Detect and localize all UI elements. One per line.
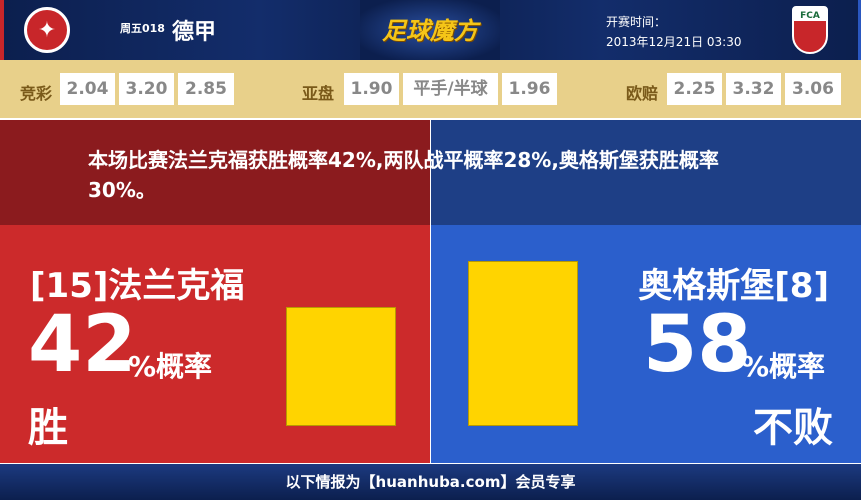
home-probability-bar — [286, 306, 396, 426]
match-round: 周五018 — [120, 22, 165, 35]
away-probability-unit: %概率 — [741, 350, 826, 383]
yapan-odd: 1.90 — [344, 73, 399, 105]
yapan-odd: 1.96 — [502, 73, 557, 105]
yapan-handicap: 平手/半球 — [403, 73, 498, 105]
summary-bg-home — [0, 120, 430, 225]
league-name: 德甲 — [172, 20, 217, 45]
oupei-odd: 3.06 — [785, 73, 841, 105]
kickoff-time: 2013年12月21日 03:30 — [606, 35, 742, 49]
jingcai-odd: 2.04 — [60, 73, 115, 105]
oupei-odd: 3.32 — [726, 73, 781, 105]
member-footer[interactable]: 以下情报为【huanhuba.com】会员专享 — [0, 463, 861, 500]
away-result-label: 不败 — [753, 405, 833, 451]
home-probability-value: 42 — [28, 300, 137, 390]
yapan-label: 亚盘 — [302, 84, 335, 103]
brand-logo: 足球魔方 — [360, 0, 500, 60]
kickoff-label: 开赛时间： — [606, 15, 667, 29]
home-team-name: [15]法兰克福 — [30, 266, 245, 306]
away-panel — [431, 225, 861, 463]
augsburg-logo-text: FCA — [800, 11, 820, 21]
away-probability-bar — [468, 261, 578, 426]
odds-bar: 竞彩 2.04 3.20 2.85 亚盘 1.90 平手/半球 1.96 欧赔 … — [0, 60, 861, 118]
summary-bg-away — [431, 120, 861, 225]
home-probability-unit: %概率 — [128, 350, 213, 383]
eintracht-frankfurt-logo: ✦ — [24, 7, 70, 53]
away-probability-value: 58 — [643, 300, 752, 390]
jingcai-odd: 2.85 — [178, 73, 234, 105]
augsburg-logo: FCA — [792, 6, 828, 54]
jingcai-odd: 3.20 — [119, 73, 174, 105]
jingcai-label: 竞彩 — [20, 84, 53, 103]
away-team-name: 奥格斯堡[8] — [638, 266, 829, 306]
home-result-label: 胜 — [28, 405, 68, 451]
oupei-label: 欧赔 — [626, 84, 659, 103]
oupei-odd: 2.25 — [667, 73, 722, 105]
home-panel — [0, 225, 430, 463]
probability-summary: 本场比赛法兰克福获胜概率42%,两队战平概率28%,奥格斯堡获胜概率30%。 — [88, 148, 719, 202]
